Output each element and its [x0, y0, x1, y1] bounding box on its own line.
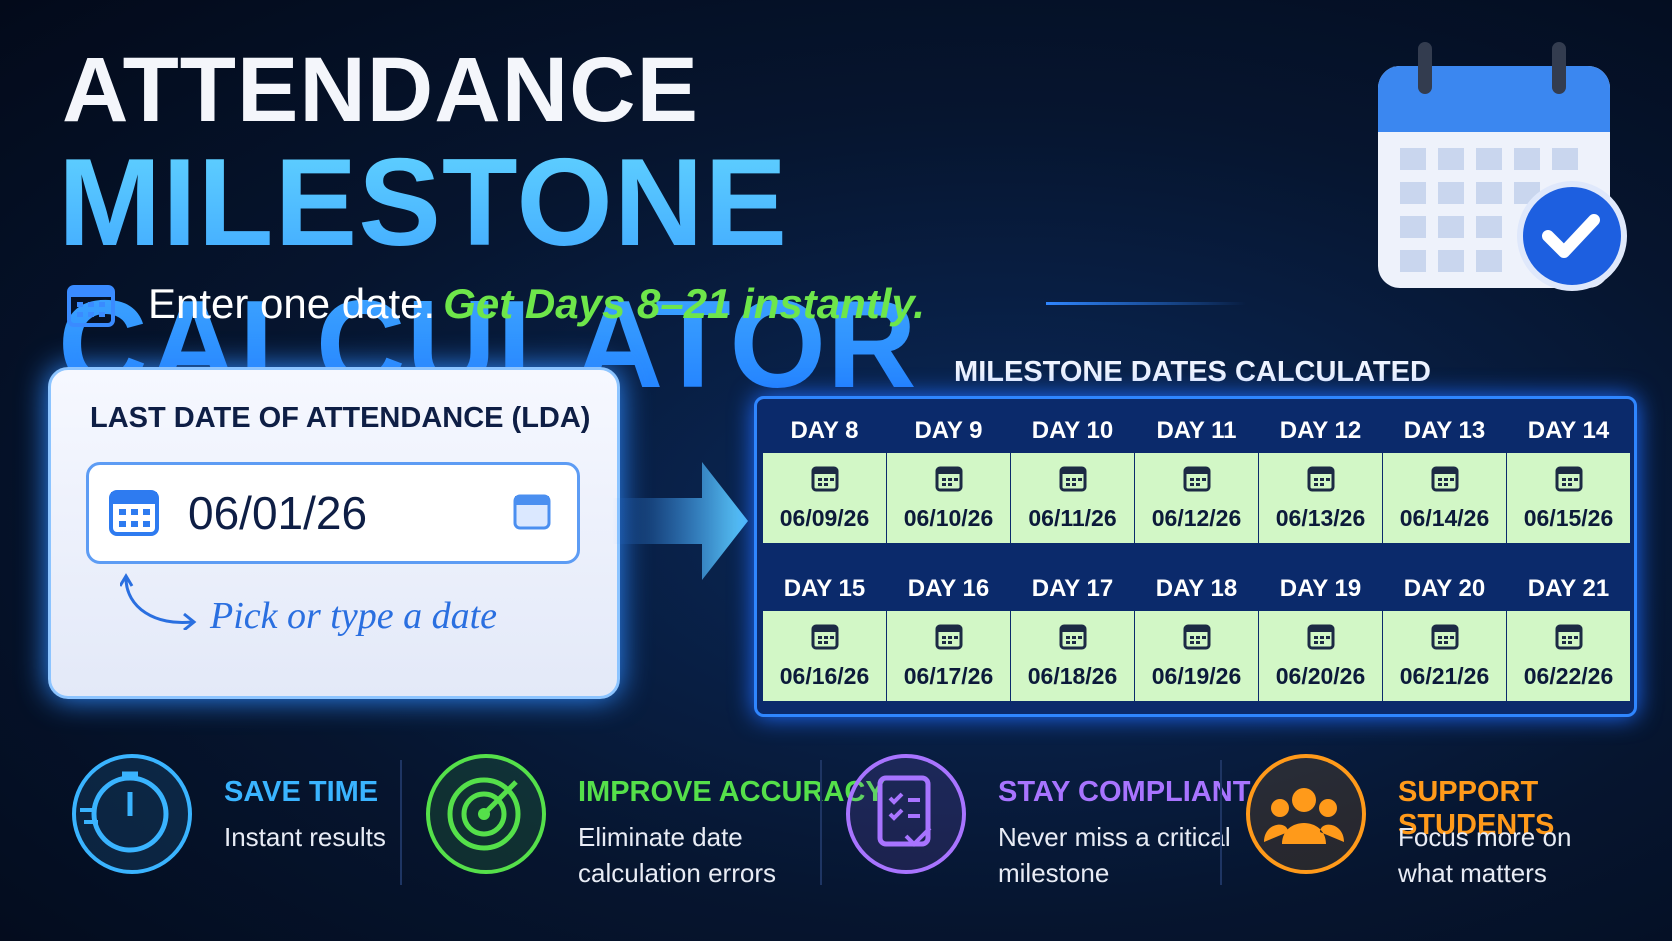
separator [1220, 760, 1222, 885]
feature-icon [426, 754, 546, 874]
milestone-date: 06/22/26 [1523, 663, 1614, 689]
feature-text: Eliminate date [578, 822, 743, 852]
feature-text: Never miss a critical [998, 822, 1231, 852]
milestone-date: 06/13/26 [1275, 505, 1366, 531]
feature-title: SAVE TIME [224, 776, 379, 808]
date-cell: 06/15/26 [1507, 453, 1630, 543]
picker-button[interactable] [512, 490, 552, 532]
date-input[interactable] [86, 462, 580, 564]
calendar-icon [1059, 624, 1086, 650]
calendar-icon [67, 285, 115, 327]
milestone-date: 06/15/26 [1523, 505, 1614, 531]
calendar-icon [1555, 624, 1582, 650]
calendar-icon [935, 624, 962, 650]
date-cell: 06/22/26 [1507, 611, 1630, 701]
day-header: DAY 8 [790, 417, 859, 444]
day-header: DAY 13 [1403, 417, 1486, 444]
date-cell: 06/13/26 [1259, 453, 1382, 543]
calendar-icon [109, 490, 159, 536]
feature-title: SUPPORT STUDENTS [1398, 776, 1555, 841]
calendar-icon [1555, 466, 1582, 492]
milestone-date: 06/16/26 [779, 663, 870, 689]
milestone-date: 06/14/26 [1399, 505, 1490, 531]
feature-text: milestone [998, 858, 1110, 888]
day-header: DAY 12 [1279, 417, 1362, 444]
results-grid: DAY 8 06/09/26 DAY 9 06/10/26 DAY 10 06/11/26… [754, 396, 1637, 717]
input-label: LAST DATE OF ATTENDANCE (LDA) [90, 402, 591, 434]
milestone-date: 06/17/26 [903, 663, 994, 689]
milestone-date: 06/12/26 [1151, 505, 1242, 531]
milestone-date: 06/18/26 [1027, 663, 1118, 689]
day-header: DAY 9 [914, 417, 983, 444]
tagline-text: Enter one date. [148, 280, 436, 327]
date-cell: 06/16/26 [763, 611, 886, 701]
calendar-icon [1059, 466, 1086, 492]
date-cell: 06/17/26 [887, 611, 1010, 701]
calendar-icon [1183, 624, 1210, 650]
date-cell: 06/18/26 [1011, 611, 1134, 701]
calendar-icon [1431, 466, 1458, 492]
day-header: DAY 17 [1031, 575, 1114, 602]
date-cell: 06/09/26 [763, 453, 886, 543]
day-header: DAY 10 [1031, 417, 1114, 444]
date-cell: 06/14/26 [1383, 453, 1506, 543]
calendar-icon [811, 466, 838, 492]
separator [820, 760, 822, 885]
calendar-icon [1307, 624, 1334, 650]
input-value: 06/01/26 [188, 487, 368, 539]
date-cell: 06/12/26 [1135, 453, 1258, 543]
big-calendar [1378, 42, 1627, 291]
feature-text: what matters [1398, 858, 1547, 888]
date-cell: 06/20/26 [1259, 611, 1382, 701]
calendar-icon [1307, 466, 1334, 492]
tagline-highlight: Get Days 8–21 instantly. [443, 280, 925, 327]
day-header: DAY 18 [1155, 575, 1238, 602]
calendar-icon [1431, 624, 1458, 650]
feature-text: calculation errors [578, 858, 776, 888]
date-cell: 06/19/26 [1135, 611, 1258, 701]
date-cell: 06/11/26 [1011, 453, 1134, 543]
input-hint: Pick or type a date [210, 595, 498, 637]
feature-icon [846, 754, 966, 874]
milestone-date: 06/19/26 [1151, 663, 1242, 689]
separator [400, 760, 402, 885]
day-header: DAY 19 [1279, 575, 1362, 602]
feature-title: STAY COMPLIANT [998, 776, 1251, 808]
results-title: MILESTONE DATES CALCULATED [954, 356, 1431, 388]
arrow [612, 462, 748, 580]
feature-text: Focus more on [1398, 822, 1572, 852]
feature-title: IMPROVE ACCURACY [578, 776, 885, 808]
day-header: DAY 11 [1156, 417, 1237, 444]
hint-arrow [120, 573, 197, 630]
date-cell: 06/21/26 [1383, 611, 1506, 701]
day-header: DAY 16 [907, 575, 990, 602]
divider [1046, 302, 1246, 305]
feature-icon [1246, 754, 1366, 874]
calendar-icon [1183, 466, 1210, 492]
milestone-date: 06/11/26 [1028, 505, 1117, 531]
feature-text: Instant results [224, 822, 386, 852]
milestone-date: 06/10/26 [903, 505, 994, 531]
title: MILESTONE CALCULATOR [58, 132, 1672, 416]
milestone-date: 06/20/26 [1275, 663, 1366, 689]
day-header: DAY 21 [1527, 575, 1610, 602]
date-cell: 06/10/26 [887, 453, 1010, 543]
milestone-date: 06/09/26 [779, 505, 870, 531]
milestone-date: 06/21/26 [1399, 663, 1490, 689]
calendar-icon [811, 624, 838, 650]
day-header: DAY 14 [1527, 417, 1610, 444]
day-header: DAY 20 [1403, 575, 1486, 602]
title: ATTENDANCE [62, 39, 699, 141]
feature-icon [72, 754, 192, 874]
calendar-icon [935, 466, 962, 492]
tagline: Enter one date. Get Days 8–21 instantly. [148, 280, 925, 328]
day-header: DAY 15 [783, 575, 866, 602]
